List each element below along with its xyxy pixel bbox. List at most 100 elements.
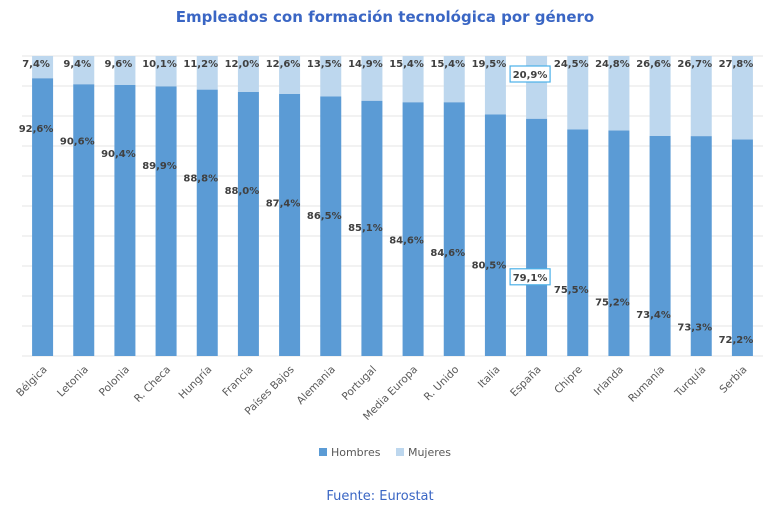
data-label-hombres-belgica: 92,6% xyxy=(19,124,54,135)
gridlines xyxy=(22,55,763,357)
data-label-mujeres-irlanda: 24,8% xyxy=(595,59,630,70)
x-tick-alemania: Alemania xyxy=(295,364,338,407)
data-label-hombres-irlanda: 75,2% xyxy=(595,298,630,309)
bar-hombres-r-checa[interactable] xyxy=(155,86,177,357)
x-tick-chipre: Chipre xyxy=(552,364,585,397)
data-label-hombres-portugal: 85,1% xyxy=(348,223,383,234)
data-label-mujeres-portugal: 14,9% xyxy=(348,59,383,70)
legend-item-hombres[interactable]: Hombres xyxy=(318,446,381,459)
bar-hombres-hungria[interactable] xyxy=(196,89,218,356)
highlight-box-hombres-espana xyxy=(509,268,551,286)
data-label-hombres-r-unido: 84,6% xyxy=(430,248,465,259)
data-label-hombres-media-europa: 84,6% xyxy=(389,236,424,247)
x-tick-irlanda: Irlanda xyxy=(592,364,626,398)
legend-label-mujeres: Mujeres xyxy=(407,446,452,459)
data-label-mujeres-paises-bajos: 12,6% xyxy=(266,59,301,70)
bar-mujeres-hungria[interactable] xyxy=(196,56,218,90)
legend: Hombres Mujeres xyxy=(0,446,770,459)
data-label-hombres-paises-bajos: 87,4% xyxy=(266,198,301,209)
bar-mujeres-letonia[interactable] xyxy=(73,56,95,85)
data-label-mujeres-media-europa: 15,4% xyxy=(389,59,424,70)
bar-hombres-alemania[interactable] xyxy=(320,96,342,357)
bar-hombres-polonia[interactable] xyxy=(114,84,136,357)
bar-hombres-francia[interactable] xyxy=(237,92,259,356)
data-labels: 7,4% 92,6% 9,4% 90,6% 9,6% 90,4% 10,1% 89,9% 11,… xyxy=(19,59,754,346)
bar-mujeres-polonia[interactable] xyxy=(114,56,136,85)
bar-mujeres-media-europa[interactable] xyxy=(402,56,424,103)
bar-mujeres-chipre[interactable] xyxy=(567,56,589,130)
data-label-hombres-chipre: 75,5% xyxy=(554,285,589,296)
data-label-mujeres-r-unido: 15,4% xyxy=(430,59,465,70)
bar-mujeres-francia[interactable] xyxy=(237,56,259,92)
bar-hombres-irlanda[interactable] xyxy=(608,130,630,356)
data-label-mujeres-r-checa: 10,1% xyxy=(142,59,177,70)
x-tick-rumania: Rumanía xyxy=(626,364,667,405)
bar-hombres-portugal[interactable] xyxy=(361,100,383,356)
source-note: Fuente: Eurostat xyxy=(326,489,434,504)
bar-mujeres-r-checa[interactable] xyxy=(155,56,177,87)
data-label-mujeres-hungria: 11,2% xyxy=(183,59,218,70)
bar-mujeres-r-unido[interactable] xyxy=(443,56,465,103)
data-label-hombres-espana: 79,1% xyxy=(513,273,548,284)
x-tick-francia: Francia xyxy=(220,364,255,399)
x-tick-letonia: Letonia xyxy=(55,364,91,400)
data-label-mujeres-letonia: 9,4% xyxy=(63,59,91,70)
data-label-hombres-hungria: 88,8% xyxy=(183,174,218,185)
bar-hombres-espana[interactable] xyxy=(526,118,548,356)
bar-hombres-paises-bajos[interactable] xyxy=(279,93,301,357)
data-label-hombres-alemania: 86,5% xyxy=(307,211,342,222)
x-tick-polonia: Polonia xyxy=(97,364,132,399)
x-tick-serbia: Serbia xyxy=(717,364,749,396)
highlight-box-mujeres-espana xyxy=(509,65,551,83)
bars xyxy=(32,56,753,357)
data-label-mujeres-polonia: 9,6% xyxy=(105,59,133,70)
bar-hombres-italia[interactable] xyxy=(484,114,506,357)
bar-hombres-belgica[interactable] xyxy=(32,78,54,356)
bar-hombres-letonia[interactable] xyxy=(73,84,95,356)
bar-mujeres-serbia[interactable] xyxy=(731,56,753,140)
bar-hombres-r-unido[interactable] xyxy=(443,102,465,356)
data-label-hombres-r-checa: 89,9% xyxy=(142,161,177,172)
x-tick-portugal: Portugal xyxy=(340,364,379,403)
legend-swatch-hombres xyxy=(318,448,327,456)
bar-hombres-rumania[interactable] xyxy=(649,135,671,356)
data-label-hombres-italia: 80,5% xyxy=(472,260,507,271)
bar-mujeres-belgica[interactable] xyxy=(32,56,54,79)
data-label-mujeres-chipre: 24,5% xyxy=(554,59,589,70)
data-label-mujeres-francia: 12,0% xyxy=(225,59,260,70)
x-tick-r-unido: R. Unido xyxy=(422,364,462,404)
data-label-mujeres-rumania: 26,6% xyxy=(636,59,671,70)
bar-mujeres-irlanda[interactable] xyxy=(608,56,630,131)
x-tick-turquia: Turquía xyxy=(672,364,708,400)
data-label-hombres-rumania: 73,4% xyxy=(636,310,671,321)
bar-mujeres-italia[interactable] xyxy=(484,56,506,115)
data-label-hombres-letonia: 90,6% xyxy=(60,136,95,147)
bar-mujeres-rumania[interactable] xyxy=(649,56,671,136)
data-label-mujeres-serbia: 27,8% xyxy=(719,59,754,70)
bar-mujeres-paises-bajos[interactable] xyxy=(279,56,301,94)
bar-hombres-turquia[interactable] xyxy=(690,136,712,356)
bar-hombres-serbia[interactable] xyxy=(731,139,753,356)
data-label-mujeres-alemania: 13,5% xyxy=(307,59,342,70)
data-label-hombres-francia: 88,0% xyxy=(225,186,260,197)
x-tick-italia: Italia xyxy=(476,364,503,391)
data-label-mujeres-belgica: 7,4% xyxy=(22,59,50,70)
x-tick-belgica: Bélgica xyxy=(14,364,50,400)
data-label-hombres-polonia: 90,4% xyxy=(101,149,136,160)
data-label-hombres-serbia: 72,2% xyxy=(719,335,754,346)
x-tick-r-checa: R. Checa xyxy=(132,364,173,405)
bar-hombres-chipre[interactable] xyxy=(567,129,589,357)
data-label-mujeres-turquia: 26,7% xyxy=(677,59,712,70)
x-axis-tick-labels: Bélgica Letonia Polonia R. Checa Hungría Fran… xyxy=(14,364,749,423)
data-label-mujeres-italia: 19,5% xyxy=(472,59,507,70)
bar-mujeres-turquia[interactable] xyxy=(690,56,712,137)
data-label-mujeres-espana: 20,9% xyxy=(513,70,548,81)
legend-label-hombres: Hombres xyxy=(330,446,381,459)
x-tick-hungria: Hungría xyxy=(177,364,215,402)
x-tick-espana: España xyxy=(508,364,544,400)
bar-mujeres-alemania[interactable] xyxy=(320,56,342,97)
legend-item-mujeres[interactable]: Mujeres xyxy=(395,446,452,459)
bar-mujeres-portugal[interactable] xyxy=(361,56,383,101)
bar-hombres-media-europa[interactable] xyxy=(402,102,424,356)
